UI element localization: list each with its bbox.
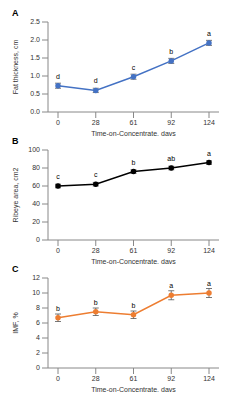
svg-text:2.5: 2.5 [30, 18, 40, 25]
svg-text:a: a [207, 280, 211, 287]
svg-text:0: 0 [56, 375, 60, 382]
svg-text:Time-on-Concentrate, days: Time-on-Concentrate, days [91, 386, 176, 392]
svg-text:61: 61 [130, 247, 138, 254]
svg-text:b: b [169, 48, 173, 55]
svg-text:124: 124 [203, 119, 215, 126]
svg-text:0: 0 [56, 119, 60, 126]
svg-text:d: d [94, 77, 98, 84]
svg-text:a: a [207, 150, 211, 157]
svg-text:28: 28 [92, 375, 100, 382]
svg-text:80: 80 [32, 164, 40, 171]
svg-text:d: d [56, 73, 60, 80]
svg-text:ab: ab [167, 155, 175, 162]
html-text:A: A [12, 8, 19, 18]
svg-text:a: a [207, 30, 211, 37]
svg-text:124: 124 [203, 247, 215, 254]
svg-text:c: c [132, 64, 136, 71]
svg-text:92: 92 [167, 375, 175, 382]
svg-text:Time-on-Concentrate, days: Time-on-Concentrate, days [91, 130, 176, 136]
svg-text:1.0: 1.0 [30, 72, 40, 79]
svg-text:2: 2 [36, 349, 40, 356]
svg-text:12: 12 [32, 274, 40, 281]
svg-text:28: 28 [92, 247, 100, 254]
svg-text:6: 6 [36, 319, 40, 326]
svg-text:b: b [132, 159, 136, 166]
svg-text:0.5: 0.5 [30, 90, 40, 97]
svg-text:61: 61 [130, 375, 138, 382]
svg-text:100: 100 [28, 146, 40, 153]
svg-text:2.0: 2.0 [30, 36, 40, 43]
svg-text:IMF, %: IMF, % [12, 312, 19, 333]
svg-text:20: 20 [32, 218, 40, 225]
svg-text:c: c [94, 171, 98, 178]
svg-text:124: 124 [203, 375, 215, 382]
html-text:B: B [12, 136, 19, 146]
svg-text:61: 61 [130, 119, 138, 126]
svg-text:10: 10 [32, 289, 40, 296]
svg-text:Fat thickness, cm: Fat thickness, cm [12, 40, 19, 95]
svg-text:c: c [56, 173, 60, 180]
svg-text:Ribeye area, cm2: Ribeye area, cm2 [12, 167, 20, 222]
svg-text:b: b [94, 299, 98, 306]
svg-text:0.0: 0.0 [30, 108, 40, 115]
svg-text:Time-on-Concentrate, days: Time-on-Concentrate, days [91, 258, 176, 264]
svg-text:4: 4 [36, 334, 40, 341]
svg-text:60: 60 [32, 182, 40, 189]
svg-text:8: 8 [36, 304, 40, 311]
svg-text:b: b [56, 305, 60, 312]
svg-text:0: 0 [36, 236, 40, 243]
svg-text:0: 0 [56, 247, 60, 254]
svg-text:28: 28 [92, 119, 100, 126]
svg-text:92: 92 [167, 247, 175, 254]
svg-text:b: b [132, 302, 136, 309]
html-text:C: C [12, 264, 19, 274]
svg-text:40: 40 [32, 200, 40, 207]
svg-text:92: 92 [167, 119, 175, 126]
svg-text:1.5: 1.5 [30, 54, 40, 61]
svg-text:a: a [169, 282, 173, 289]
svg-text:0: 0 [36, 364, 40, 371]
